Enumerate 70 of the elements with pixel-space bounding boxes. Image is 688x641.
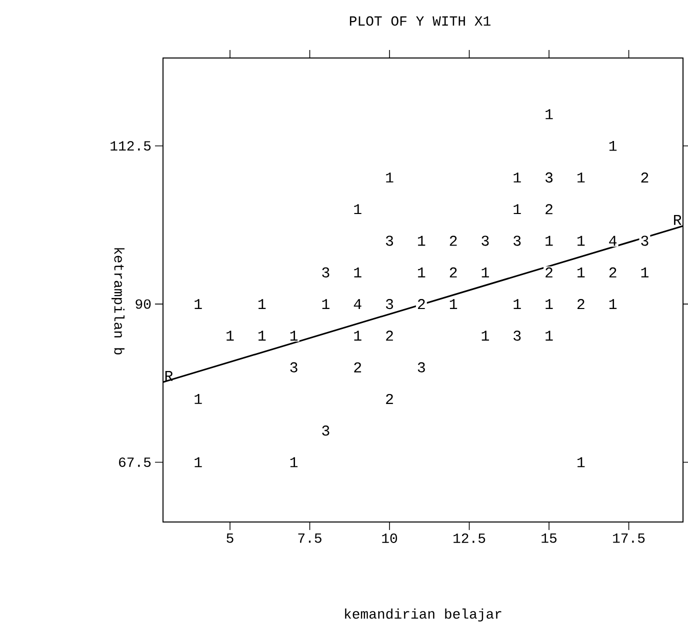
annotation: 3 [386,298,394,310]
annotation: 1 [226,330,234,341]
x-tick-label: 7.5 [298,534,322,543]
x-tick-label: 12.5 [454,534,486,543]
annotation: 1 [482,330,489,341]
annotation: 1 [514,172,521,182]
annotation: 1 [194,394,202,404]
x-tick-label: 17.5 [613,534,645,543]
annotation: 3 [514,236,521,246]
annotation: 2 [609,267,616,278]
annotation: 3 [386,236,394,246]
annotation: 1 [354,330,362,341]
annotation: 3 [545,172,553,183]
annotation: 2 [546,204,552,214]
annotation: 3 [290,362,298,372]
annotation: 1 [578,267,585,278]
annotation: 1 [578,457,585,468]
annotation: 2 [354,362,362,372]
x-tick-label: 5 [226,534,234,543]
annotation: 3 [641,236,648,246]
annotation: 2 [450,236,457,246]
x-tick-label: 15 [542,534,557,543]
annotation: 2 [546,267,552,278]
annotation: 1 [354,267,362,278]
annotation: 1 [418,267,426,278]
annotation: 1 [546,330,553,341]
annotation: 1 [450,299,458,309]
annotation: 4 [354,299,362,309]
y-axis-title: ketrampilan b [112,248,125,354]
annotation: 4 [609,236,617,246]
annotation: 2 [641,172,648,182]
chart-title: PLOT OF Y WITH X1 [350,16,490,26]
annotation: 2 [577,299,584,310]
y-tick-label: 90 [136,299,151,309]
annotation: 1 [546,109,553,120]
annotation: 1 [578,172,585,182]
annotation: 1 [194,457,202,468]
annotation: 1 [546,236,553,246]
annotation: 1 [354,204,362,214]
annotation: 3 [322,267,330,278]
annotation: 3 [482,236,489,246]
annotation: 1 [386,172,394,182]
annotation: 1 [514,204,521,214]
annotation: 1 [290,330,298,341]
annotation: 1 [641,267,648,278]
annotation: 1 [546,299,553,309]
x-tick-label: 10 [382,534,398,543]
annotation: 1 [258,330,266,341]
annotation: 2 [450,267,457,278]
annotation: R [165,371,173,381]
annotation: 3 [322,426,330,436]
annotation: 3 [418,362,425,372]
annotation: 1 [418,236,426,246]
x-axis-title: kemandirian belajar [345,608,502,622]
annotation: 1 [322,299,330,309]
annotation: 2 [386,394,393,404]
annotation: 1 [290,457,298,468]
annotation: 3 [514,330,521,341]
annotation: 2 [418,299,425,310]
annotation: 1 [578,236,585,246]
y-tick-label: 112.5 [110,141,151,151]
annotation: 1 [609,299,617,309]
annotation: 1 [258,299,266,309]
annotation: 1 [514,299,521,309]
annotation: 1 [194,299,202,309]
annotation: 2 [386,330,393,341]
y-tick-label: 67.5 [119,457,151,467]
annotation: 1 [609,140,617,151]
annotation: R [674,214,682,225]
annotation: 1 [482,267,489,278]
